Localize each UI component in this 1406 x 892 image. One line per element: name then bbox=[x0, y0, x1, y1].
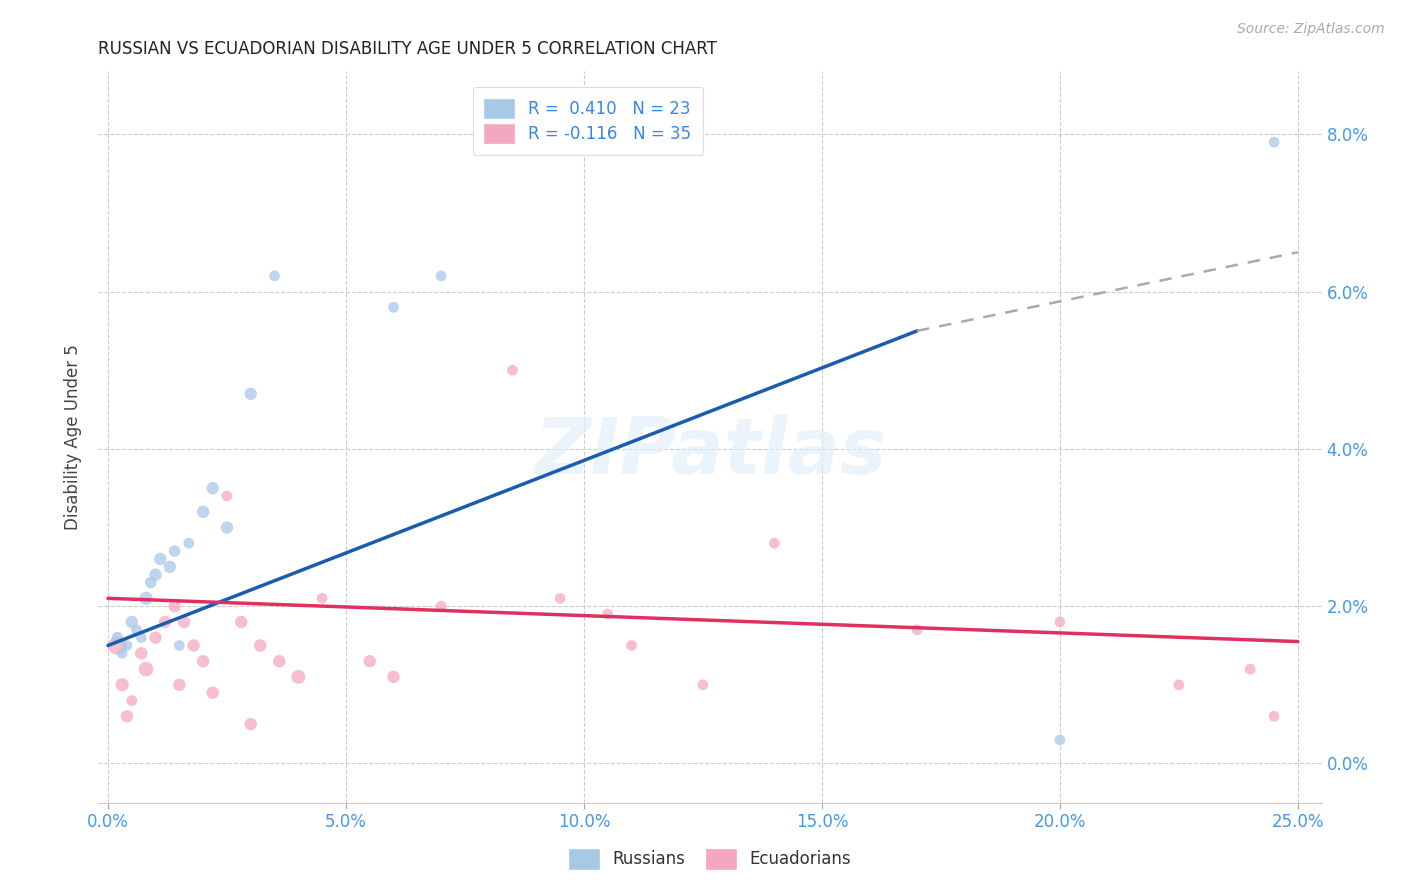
Point bbox=[311, 591, 333, 606]
Point bbox=[121, 615, 143, 629]
Point bbox=[692, 678, 714, 692]
Point bbox=[115, 639, 138, 653]
Point bbox=[125, 623, 148, 637]
Point bbox=[1263, 135, 1285, 149]
Point bbox=[115, 709, 138, 723]
Point bbox=[107, 631, 129, 645]
Point bbox=[249, 639, 271, 653]
Text: ZIPatlas: ZIPatlas bbox=[534, 414, 886, 490]
Point bbox=[215, 520, 238, 534]
Point bbox=[135, 662, 157, 676]
Point bbox=[1167, 678, 1189, 692]
Point bbox=[159, 559, 181, 574]
Point bbox=[163, 599, 186, 614]
Point bbox=[169, 639, 191, 653]
Point bbox=[145, 631, 167, 645]
Point bbox=[1049, 615, 1071, 629]
Point bbox=[129, 646, 152, 660]
Y-axis label: Disability Age Under 5: Disability Age Under 5 bbox=[63, 344, 82, 530]
Point bbox=[111, 678, 134, 692]
Point bbox=[239, 387, 262, 401]
Point bbox=[129, 631, 152, 645]
Point bbox=[263, 268, 285, 283]
Point bbox=[215, 489, 238, 503]
Point bbox=[269, 654, 291, 668]
Point bbox=[1263, 709, 1285, 723]
Point bbox=[111, 646, 134, 660]
Point bbox=[596, 607, 619, 621]
Point bbox=[763, 536, 786, 550]
Point bbox=[239, 717, 262, 731]
Point bbox=[139, 575, 162, 590]
Point bbox=[382, 301, 405, 315]
Legend: Russians, Ecuadorians: Russians, Ecuadorians bbox=[560, 839, 860, 879]
Point bbox=[287, 670, 309, 684]
Point bbox=[145, 567, 167, 582]
Text: RUSSIAN VS ECUADORIAN DISABILITY AGE UNDER 5 CORRELATION CHART: RUSSIAN VS ECUADORIAN DISABILITY AGE UND… bbox=[98, 40, 717, 58]
Point bbox=[169, 678, 191, 692]
Point bbox=[201, 481, 224, 495]
Point bbox=[430, 268, 453, 283]
Point bbox=[173, 615, 195, 629]
Point bbox=[430, 599, 453, 614]
Point bbox=[502, 363, 524, 377]
Point bbox=[153, 615, 176, 629]
Point bbox=[177, 536, 200, 550]
Point bbox=[135, 591, 157, 606]
Point bbox=[359, 654, 381, 668]
Point bbox=[1239, 662, 1261, 676]
Point bbox=[382, 670, 405, 684]
Point bbox=[201, 686, 224, 700]
Point bbox=[191, 505, 214, 519]
Point bbox=[620, 639, 643, 653]
Point bbox=[548, 591, 571, 606]
Point bbox=[121, 693, 143, 707]
Point bbox=[149, 552, 172, 566]
Point bbox=[191, 654, 214, 668]
Point bbox=[231, 615, 253, 629]
Point bbox=[1049, 732, 1071, 747]
Point bbox=[107, 639, 129, 653]
Text: Source: ZipAtlas.com: Source: ZipAtlas.com bbox=[1237, 22, 1385, 37]
Point bbox=[905, 623, 928, 637]
Point bbox=[163, 544, 186, 558]
Point bbox=[183, 639, 205, 653]
